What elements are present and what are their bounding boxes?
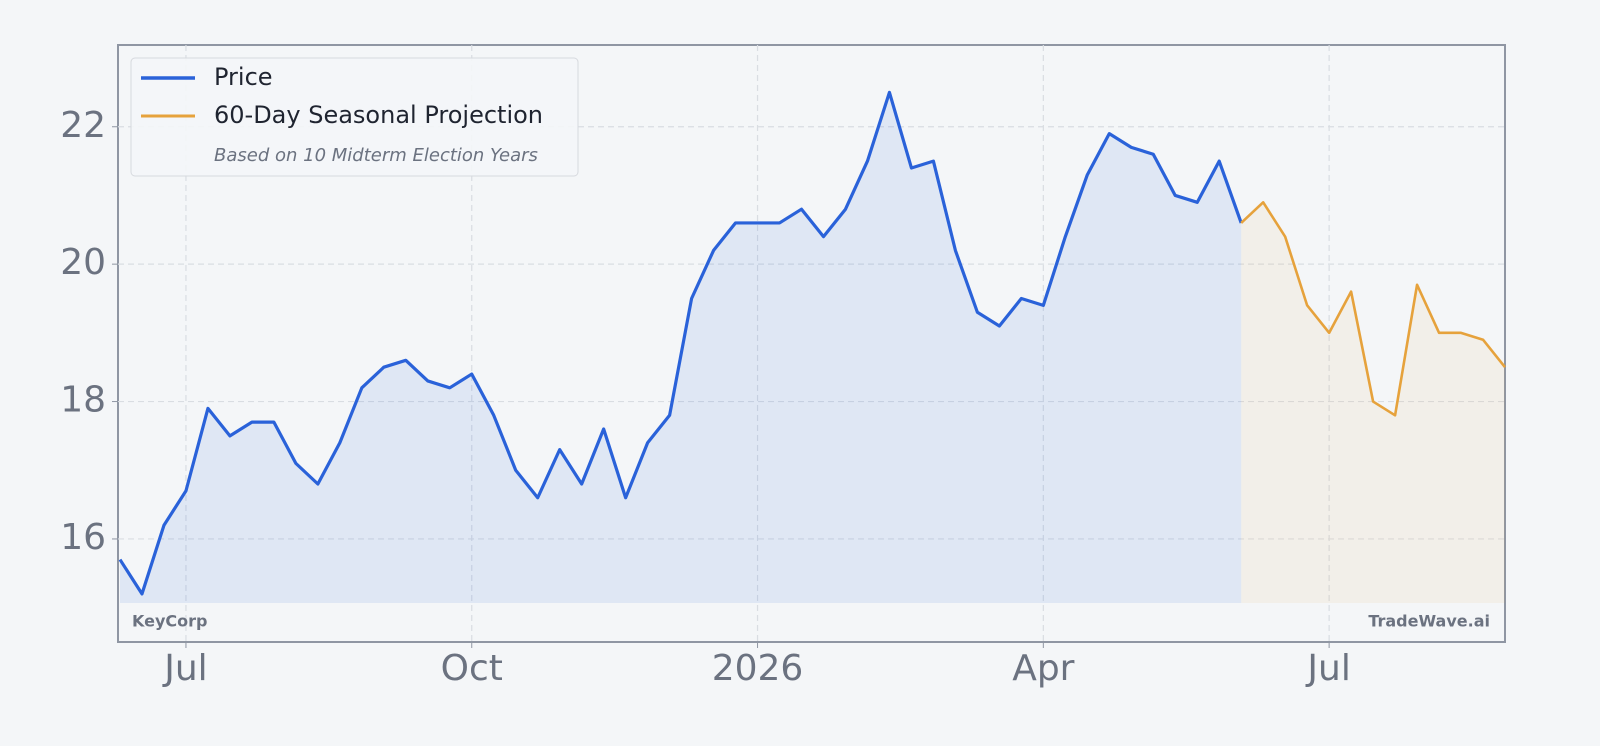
- legend-label: 60-Day Seasonal Projection: [214, 101, 543, 129]
- marks: [118, 90, 1507, 603]
- x-tick-label: Oct: [441, 648, 503, 689]
- series-area: [120, 92, 1242, 603]
- legend: Based on 10 Midterm Election Years Price…: [130, 57, 579, 177]
- x-tick-label: Jul: [1305, 648, 1350, 689]
- annotation: KeyCorp: [132, 612, 207, 631]
- x-tick-label: Apr: [1012, 648, 1074, 689]
- y-tick-label: 18: [60, 380, 106, 421]
- series-line: [118, 90, 1243, 596]
- grid: [112, 45, 1505, 648]
- series-line: [1240, 201, 1507, 417]
- legend-note: Based on 10 Midterm Election Years: [214, 145, 538, 166]
- y-tick-label: 22: [60, 105, 106, 146]
- x-tick-label: 2026: [712, 648, 804, 689]
- y-tick-label: 20: [60, 242, 106, 283]
- x-tick-label: Jul: [162, 648, 207, 689]
- y-tick-label: 16: [60, 517, 106, 558]
- legend-box: [130, 57, 579, 177]
- legend-label: Price: [214, 63, 273, 91]
- annotation: TradeWave.ai: [1368, 612, 1490, 631]
